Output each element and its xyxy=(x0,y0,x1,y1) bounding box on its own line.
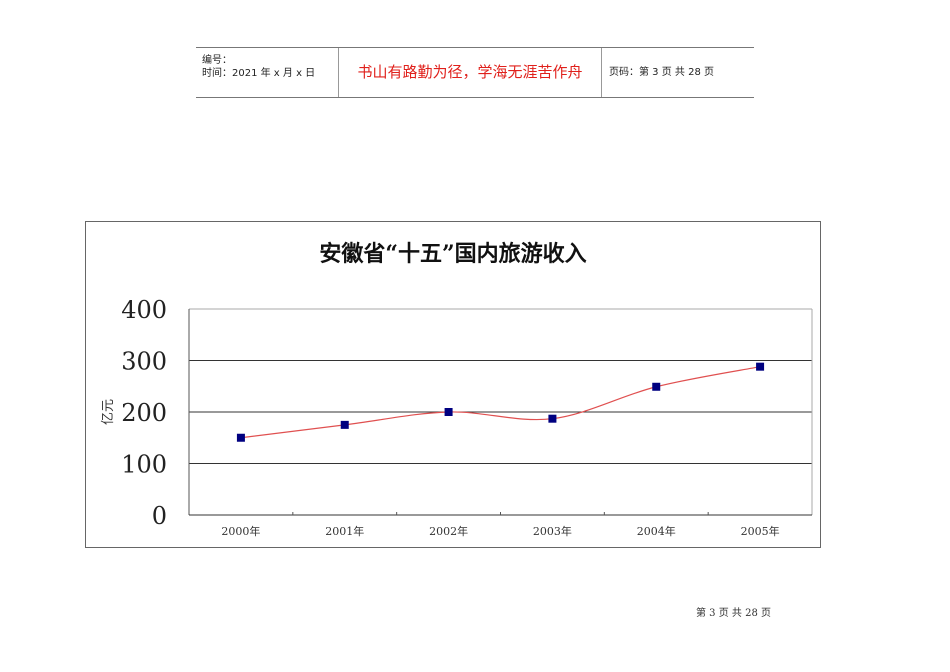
data-point-marker xyxy=(236,433,245,442)
line-chart: 0 100 200 300 400 2000年 2001年 2002年 2003年 2004年 20… xyxy=(101,296,813,538)
y-tick-label: 300 xyxy=(121,348,167,376)
x-tick-label: 2003年 xyxy=(533,524,572,538)
series-line xyxy=(240,366,761,439)
header-meta-cell: 编号： 时间：2021 年 x 月 x 日 xyxy=(196,48,339,97)
number-label: 编号： xyxy=(202,55,232,66)
y-tick-label: 400 xyxy=(121,296,167,324)
data-point-marker xyxy=(548,414,557,423)
y-axis-label: 亿元 xyxy=(101,399,116,425)
time-label: 时间：2021 年 x 月 x 日 xyxy=(202,68,316,79)
footer-page-info: 第 3 页 共 28 页 xyxy=(696,608,771,619)
y-tick-label: 200 xyxy=(121,399,167,427)
data-point-marker xyxy=(756,362,765,371)
x-tick-label: 2002年 xyxy=(429,524,468,538)
x-tick-label: 2004年 xyxy=(637,524,676,538)
header-page-info: 页码：第 3 页 共 28 页 xyxy=(609,67,714,78)
y-tick-label: 0 xyxy=(152,502,167,530)
motto: 书山有路勤为径，学海无涯苦作舟 xyxy=(339,48,602,97)
data-point-marker xyxy=(340,420,349,429)
y-tick-label: 100 xyxy=(121,451,167,479)
chart-title: 安徽省“十五”国内旅游收入 xyxy=(319,241,587,267)
x-tick-label: 2001年 xyxy=(325,524,364,538)
x-tick-label: 2000年 xyxy=(221,524,260,538)
x-tick-label: 2005年 xyxy=(741,524,780,538)
data-point-marker xyxy=(444,408,453,416)
data-point-marker xyxy=(652,382,661,391)
page-header: 编号： 时间：2021 年 x 月 x 日 书山有路勤为径，学海无涯苦作舟 页码… xyxy=(196,47,754,98)
chart-container: 安徽省“十五”国内旅游收入 0 100 200 300 400 2000年 2001年 200… xyxy=(85,221,821,548)
